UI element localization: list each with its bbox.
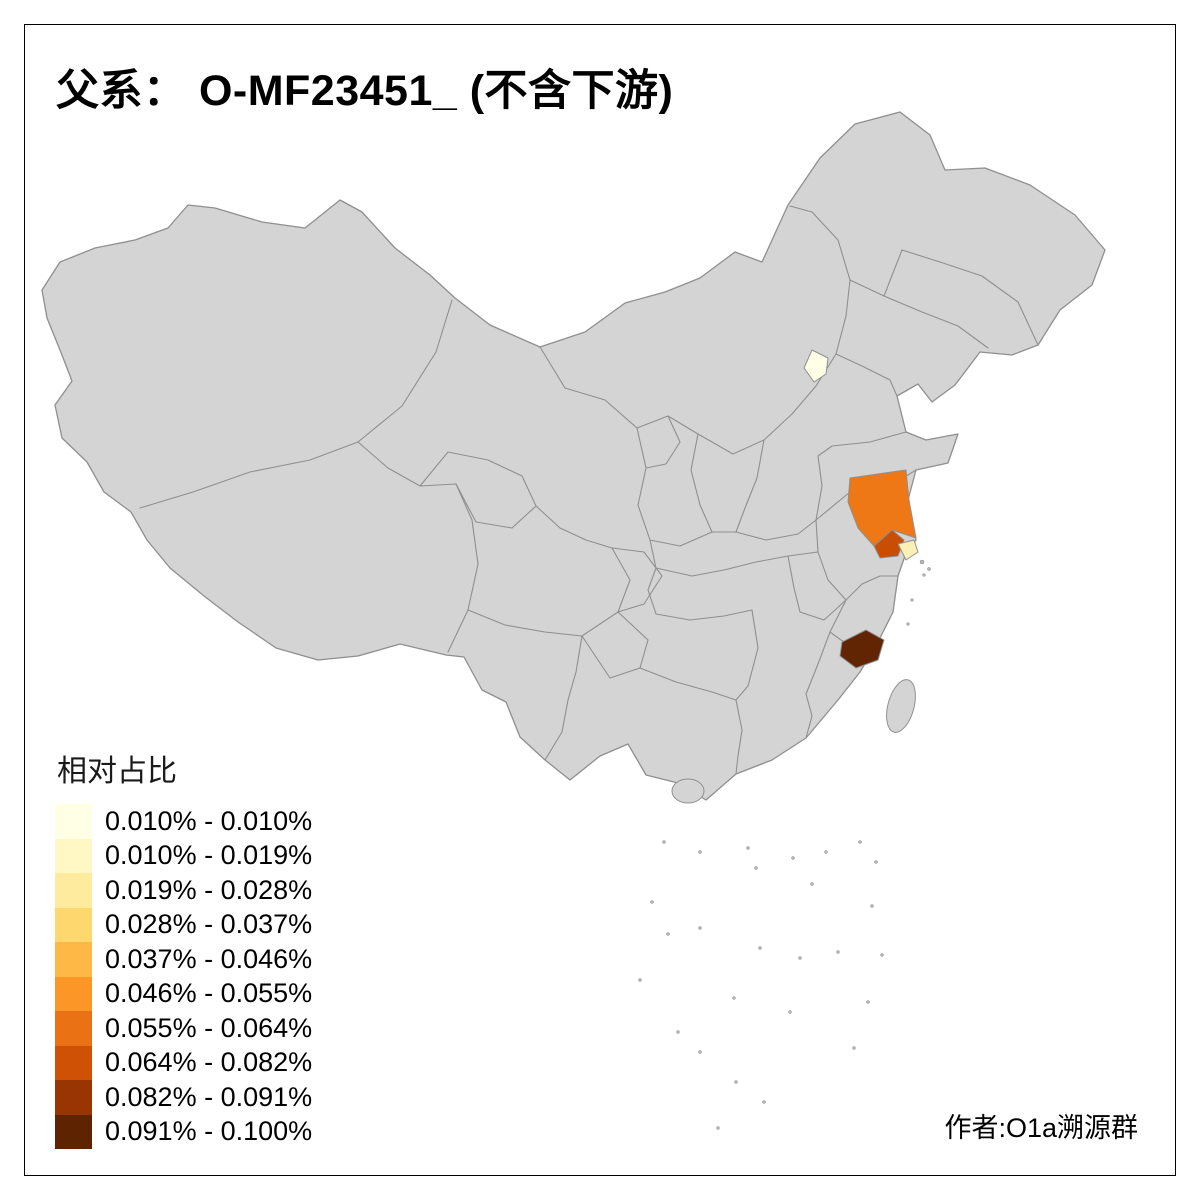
legend-row: 0.019% - 0.028% bbox=[55, 873, 312, 908]
legend-row: 0.010% - 0.019% bbox=[55, 838, 313, 873]
legend-row: 0.064% - 0.082% bbox=[55, 1045, 313, 1080]
legend-class-label: 0.028% - 0.037% bbox=[105, 909, 313, 940]
legend-row: 0.028% - 0.037% bbox=[55, 907, 313, 942]
region-shanghai bbox=[897, 539, 919, 561]
legend-swatch bbox=[55, 907, 92, 942]
attribution: 作者:O1a溯源群 bbox=[944, 1113, 1138, 1143]
hainan-island bbox=[671, 778, 705, 804]
page-title: 父系： O-MF23451_ (不含下游) bbox=[56, 67, 674, 115]
taiwan-island bbox=[886, 679, 916, 733]
legend-class-label: 0.055% - 0.064% bbox=[105, 1012, 313, 1043]
legend-class-label: 0.010% - 0.010% bbox=[105, 805, 313, 836]
legend-row: 0.082% - 0.091% bbox=[55, 1080, 312, 1115]
legend-swatch bbox=[55, 873, 92, 908]
legend-class-label: 0.091% - 0.100% bbox=[105, 1116, 313, 1147]
legend-class-label: 0.046% - 0.055% bbox=[105, 978, 313, 1009]
legend-row: 0.046% - 0.055% bbox=[55, 976, 313, 1011]
legend-row: 0.010% - 0.010% bbox=[55, 804, 312, 839]
legend-class-label: 0.064% - 0.082% bbox=[105, 1047, 313, 1078]
region-beijing bbox=[803, 349, 829, 383]
legend-row: 0.091% - 0.100% bbox=[55, 1114, 313, 1149]
china-mainland bbox=[41, 111, 1106, 801]
legend-swatch bbox=[55, 804, 92, 839]
legend: 相对占比 0.010% - 0.010% 0.010% - 0.019% 0.0… bbox=[55, 746, 312, 1149]
legend-swatch bbox=[55, 1011, 92, 1046]
legend-class-label: 0.019% - 0.028% bbox=[105, 874, 313, 905]
legend-class-label: 0.010% - 0.019% bbox=[105, 840, 313, 871]
legend-row: 0.055% - 0.064% bbox=[55, 1011, 312, 1046]
legend-swatch bbox=[55, 1114, 92, 1149]
province-borders bbox=[139, 205, 1039, 775]
legend-swatch bbox=[55, 1080, 92, 1115]
legend-class-label: 0.037% - 0.046% bbox=[105, 943, 313, 974]
legend-title: 相对占比 bbox=[57, 755, 177, 788]
legend-swatch bbox=[55, 838, 92, 873]
legend-swatch bbox=[55, 942, 92, 977]
south-china-sea-islets bbox=[638, 840, 884, 1130]
islands bbox=[671, 559, 931, 804]
legend-row: 0.037% - 0.046% bbox=[55, 942, 312, 977]
region-zhejiang-fujian-coast bbox=[839, 629, 885, 669]
legend-class-label: 0.082% - 0.091% bbox=[105, 1081, 313, 1112]
legend-swatch bbox=[55, 976, 92, 1011]
legend-swatch bbox=[55, 1045, 92, 1080]
